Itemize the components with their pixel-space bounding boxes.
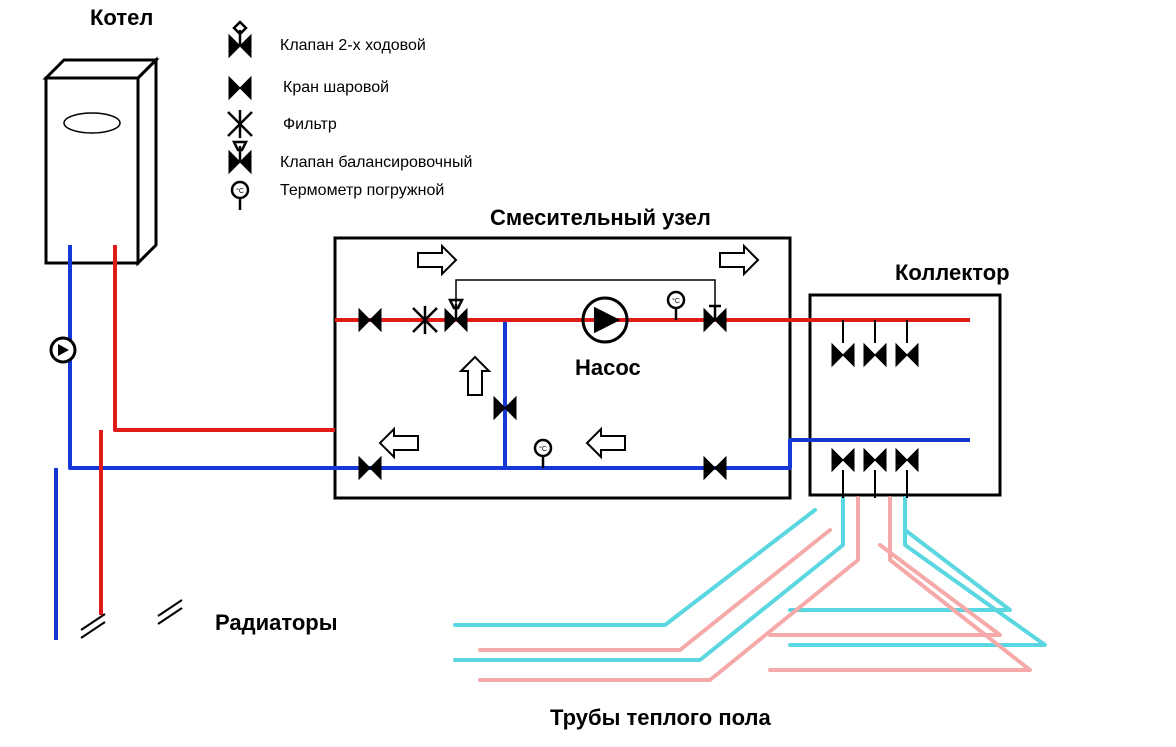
label-leg_valve2: Клапан 2-х ходовой	[280, 37, 426, 54]
label-leg_filter: Фильтр	[283, 116, 337, 133]
boiler-circulator	[51, 338, 75, 362]
label-leg_balance: Клапан балансировочный	[280, 154, 472, 171]
label-radiators: Радиаторы	[215, 610, 338, 635]
label-mixing: Смесительный узел	[490, 205, 711, 230]
heating-schematic: °C °C °C Котел Смесительный узел Коллектор Нас…	[0, 0, 1176, 747]
label-floor_pipes: Трубы теплого пола	[550, 705, 771, 730]
label-leg_therm: Термометр погружной	[280, 182, 444, 199]
label-collector: Коллектор	[895, 260, 1010, 285]
label-boiler: Котел	[90, 5, 153, 30]
label-pump: Насос	[575, 355, 641, 380]
svg-text:°C: °C	[236, 187, 244, 195]
svg-text:°C: °C	[672, 297, 680, 305]
label-leg_ball: Кран шаровой	[283, 79, 389, 96]
svg-text:°C: °C	[539, 445, 547, 453]
